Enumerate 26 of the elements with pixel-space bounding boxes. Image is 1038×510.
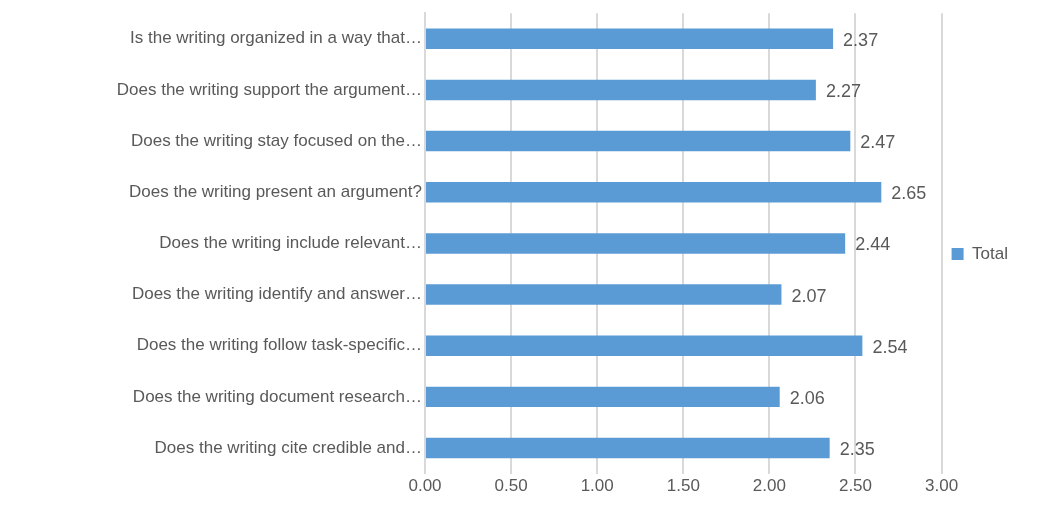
data-label: 2.07 [791, 285, 827, 306]
x-tick-label: 1.00 [580, 476, 614, 496]
data-label: 2.44 [855, 234, 891, 255]
data-label: 2.27 [825, 80, 861, 101]
y-tick-label: Does the writing follow task-specific… [136, 335, 422, 355]
data-label: 2.06 [789, 387, 825, 408]
y-tick-label: Does the writing include relevant… [159, 233, 422, 253]
y-tick-label: Does the writing stay focused on the… [130, 130, 422, 150]
data-label: 2.37 [843, 29, 879, 50]
data-label: 2.65 [891, 183, 927, 204]
y-tick-label: Does the writing present an argument? [129, 181, 422, 201]
data-label: 2.35 [839, 438, 875, 459]
x-tick-label: 0.00 [408, 476, 442, 496]
legend-label: Total [972, 243, 1009, 263]
data-label: 2.54 [872, 336, 908, 357]
y-tick-label: Does the writing document research… [132, 386, 422, 406]
x-tick-label: 0.50 [494, 476, 528, 496]
y-tick-label: Does the writing identify and answer… [131, 284, 422, 304]
y-tick-label: Does the writing support the argument… [116, 79, 422, 99]
y-tick-label: Is the writing organized in a way that… [130, 28, 422, 48]
x-tick-label: 1.50 [666, 476, 700, 496]
data-label: 2.47 [860, 132, 896, 153]
x-tick-label: 2.00 [752, 476, 786, 496]
x-tick-label: 2.50 [838, 476, 873, 496]
x-tick-label: 3.00 [925, 476, 959, 496]
y-tick-label: Does the writing cite credible and… [154, 437, 422, 457]
